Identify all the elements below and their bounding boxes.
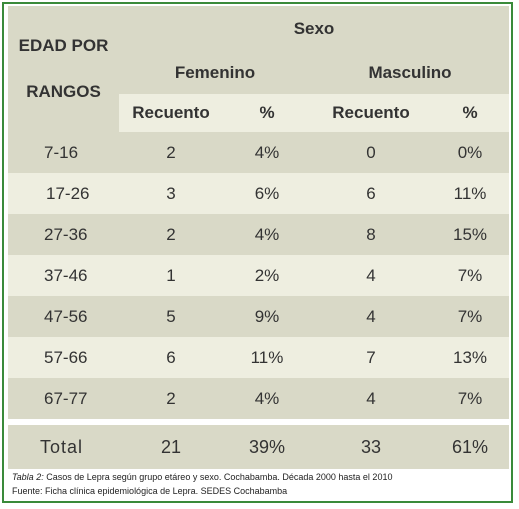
rango-cell: 17-26 xyxy=(8,173,119,214)
femenino-pct-cell: 11% xyxy=(223,337,311,378)
total-label: Total xyxy=(8,425,119,469)
sexo-header: Sexo xyxy=(119,6,510,52)
rango-cell: 37-46 xyxy=(8,255,119,296)
total-femenino-pct: 39% xyxy=(223,425,311,469)
femenino-recuento-cell: 3 xyxy=(119,173,223,214)
femenino-recuento-cell: 2 xyxy=(119,132,223,173)
masculino-pct-cell: 7% xyxy=(431,296,510,337)
masculino-recuento-header: Recuento xyxy=(311,94,431,132)
femenino-pct-cell: 2% xyxy=(223,255,311,296)
edad-por-rangos-header: EDAD POR RANGOS xyxy=(8,6,119,132)
lepra-cases-table: EDAD POR RANGOS Sexo Femenino Masculino … xyxy=(8,6,510,469)
masculino-recuento-cell: 0 xyxy=(311,132,431,173)
femenino-pct-cell: 4% xyxy=(223,214,311,255)
femenino-pct-cell: 9% xyxy=(223,296,311,337)
rango-cell: 27-36 xyxy=(8,214,119,255)
table-frame: EDAD POR RANGOS Sexo Femenino Masculino … xyxy=(2,2,513,503)
spacer-cell xyxy=(8,419,510,425)
masculino-pct-cell: 13% xyxy=(431,337,510,378)
caption-source: Fuente: Ficha clínica epidemiológica de … xyxy=(12,486,288,496)
masculino-header: Masculino xyxy=(311,52,510,94)
table-row: 37-46 1 2% 4 7% xyxy=(8,255,510,296)
caption-label: Tabla 2: xyxy=(12,472,44,482)
masculino-pct-cell: 7% xyxy=(431,378,510,419)
femenino-recuento-cell: 5 xyxy=(119,296,223,337)
masculino-pct-cell: 11% xyxy=(431,173,510,214)
rangos-header-line1: EDAD POR xyxy=(18,36,109,55)
masculino-pct-header: % xyxy=(431,94,510,132)
table-caption: Tabla 2: Casos de Lepra según grupo etár… xyxy=(12,470,510,498)
femenino-recuento-cell: 2 xyxy=(119,214,223,255)
masculino-pct-cell: 15% xyxy=(431,214,510,255)
masculino-recuento-cell: 4 xyxy=(311,255,431,296)
total-row: Total 21 39% 33 61% xyxy=(8,425,510,469)
femenino-pct-header: % xyxy=(223,94,311,132)
rango-cell: 47-56 xyxy=(8,296,119,337)
table-row: 17-26 3 6% 6 11% xyxy=(8,173,510,214)
masculino-recuento-cell: 7 xyxy=(311,337,431,378)
femenino-pct-cell: 4% xyxy=(223,378,311,419)
masculino-recuento-cell: 4 xyxy=(311,378,431,419)
table-row: 57-66 6 11% 7 13% xyxy=(8,337,510,378)
masculino-recuento-cell: 8 xyxy=(311,214,431,255)
femenino-recuento-cell: 2 xyxy=(119,378,223,419)
femenino-pct-cell: 6% xyxy=(223,173,311,214)
table-row: 27-36 2 4% 8 15% xyxy=(8,214,510,255)
table-row: 7-16 2 4% 0 0% xyxy=(8,132,510,173)
femenino-recuento-header: Recuento xyxy=(119,94,223,132)
total-masculino-recuento: 33 xyxy=(311,425,431,469)
femenino-header: Femenino xyxy=(119,52,311,94)
masculino-pct-cell: 7% xyxy=(431,255,510,296)
masculino-recuento-cell: 6 xyxy=(311,173,431,214)
masculino-pct-cell: 0% xyxy=(431,132,510,173)
rango-cell: 7-16 xyxy=(8,132,119,173)
femenino-recuento-cell: 1 xyxy=(119,255,223,296)
rango-cell: 67-77 xyxy=(8,378,119,419)
rangos-header-line2: RANGOS xyxy=(26,82,101,101)
rango-cell: 57-66 xyxy=(8,337,119,378)
row-spacer xyxy=(8,419,510,425)
total-femenino-recuento: 21 xyxy=(119,425,223,469)
femenino-recuento-cell: 6 xyxy=(119,337,223,378)
table-row: 47-56 5 9% 4 7% xyxy=(8,296,510,337)
caption-line: Tabla 2: Casos de Lepra según grupo etár… xyxy=(12,470,510,484)
femenino-pct-cell: 4% xyxy=(223,132,311,173)
masculino-recuento-cell: 4 xyxy=(311,296,431,337)
total-masculino-pct: 61% xyxy=(431,425,510,469)
caption-text: Casos de Lepra según grupo etáreo y sexo… xyxy=(46,472,393,482)
table-row: 67-77 2 4% 4 7% xyxy=(8,378,510,419)
